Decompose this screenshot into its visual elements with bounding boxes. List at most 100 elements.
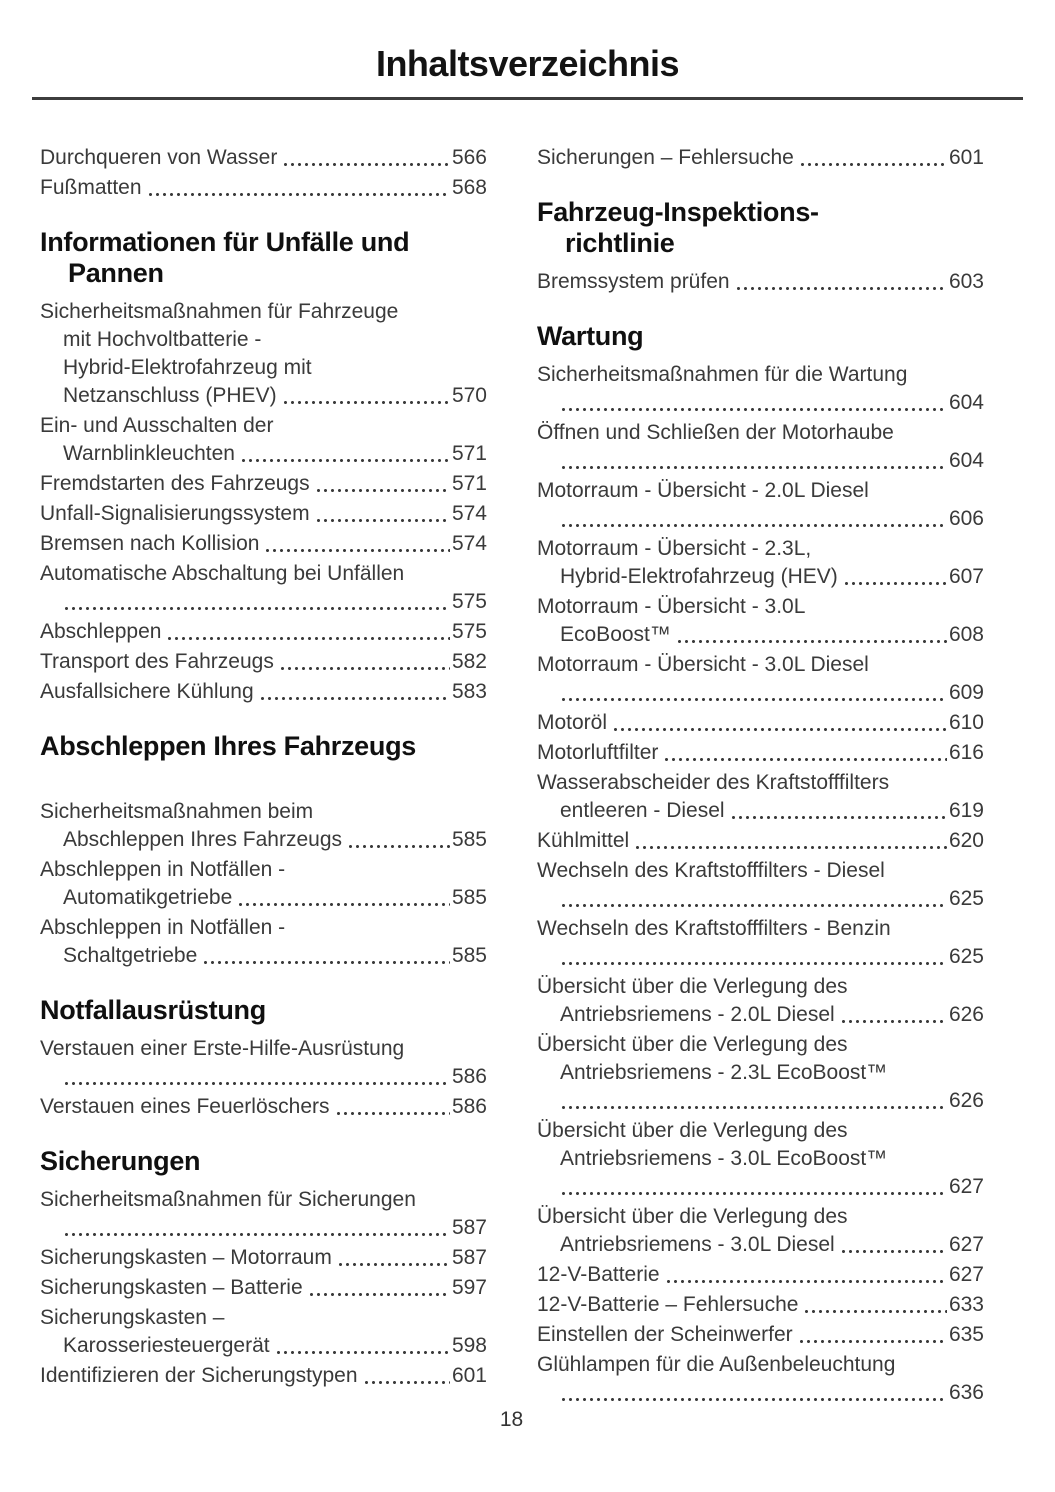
toc-entry-text: Wasserabscheider des Kraftstofffilters (537, 771, 890, 794)
dot-leader (239, 457, 450, 464)
toc-entry-text: Wechseln des Kraftstofffilters - Diesel (537, 859, 885, 882)
toc-entry-text: Sicherungskasten – Batterie (40, 1276, 303, 1299)
dot-leader (258, 695, 450, 702)
toc-entry-text: Motoröl (537, 711, 608, 734)
toc-entry: Motorraum - Übersicht - 3.0L Diesel 609 (537, 651, 984, 707)
toc-entry: Abschleppen 575 (40, 618, 487, 646)
toc-page-ref: 570 (451, 384, 487, 407)
toc-entry-text: Glühlampen für die Außenbeleuchtung (537, 1353, 896, 1376)
toc-page-ref: 582 (451, 650, 487, 673)
toc-entry: Sicherungskasten – Batterie 597 (40, 1274, 487, 1302)
toc-entry-leader-line: Abschleppen 575 (40, 618, 487, 646)
toc-entry: Kühlmittel 620 (537, 827, 984, 855)
toc-entry: Automatische Abschaltung bei Unfällen 575 (40, 560, 487, 616)
dot-leader (612, 726, 947, 733)
toc-entry-leader-line: 636 (537, 1379, 984, 1407)
toc-entry-leader-line: Ausfallsichere Kühlung 583 (40, 678, 487, 706)
toc-entry-text: Sicherheitsmaßnahmen für Fahrzeuge (40, 300, 399, 323)
toc-entry-text: EcoBoost™ (560, 623, 671, 646)
toc-page-ref: 608 (948, 623, 984, 646)
dot-leader (560, 406, 947, 413)
toc-entry-text: Bremssystem prüfen (537, 270, 730, 293)
dot-leader (664, 1278, 947, 1285)
toc-section-heading: Abschleppen Ihres Fahrzeugs (40, 731, 487, 762)
dot-leader (734, 285, 947, 292)
toc-entry: Abschleppen in Notfällen - Schaltgetriebe… (40, 914, 487, 970)
toc-entry-leader-line: 627 (537, 1173, 984, 1201)
toc-entry-text: Schaltgetriebe (63, 944, 198, 967)
toc-entry-text: Antriebsriemens - 3.0L EcoBoost™ (560, 1147, 888, 1170)
dot-leader (560, 1104, 947, 1111)
toc-page-ref: 636 (948, 1381, 984, 1404)
toc-page-ref: 566 (451, 146, 487, 169)
toc-entry-leader-line: Sicherungen – Fehlersuche 601 (537, 144, 984, 172)
toc-entry-text: Sicherheitsmaßnahmen beim (40, 800, 314, 823)
dot-leader (663, 756, 947, 763)
dot-leader (63, 1231, 450, 1238)
toc-columns: Durchqueren von Wasser 566 Fußmatten 568 Inf… (0, 142, 1055, 1409)
toc-entry-leader-line: 625 (537, 943, 984, 971)
toc-entry-text: Übersicht über die Verlegung des (537, 975, 848, 998)
toc-entry: Sicherungen – Fehlersuche 601 (537, 144, 984, 172)
toc-entry-leader-line: Sicherungskasten – Motorraum 587 (40, 1244, 487, 1272)
toc-page-ref: 604 (948, 449, 984, 472)
toc-page-ref: 597 (451, 1276, 487, 1299)
title-divider-rule (32, 97, 1023, 100)
toc-entry-leader-line: Transport des Fahrzeugs 582 (40, 648, 487, 676)
toc-entry-leader-line: 604 (537, 389, 984, 417)
toc-section-heading: Wartung (537, 321, 984, 352)
toc-entry-text: Identifizieren der Sicherungstypen (40, 1364, 358, 1387)
toc-page-ref: 625 (948, 887, 984, 910)
toc-entry-text: Hybrid-Elektrofahrzeug (HEV) (560, 565, 838, 588)
toc-heading-line: Pannen (68, 258, 164, 288)
toc-entry-text: Übersicht über die Verlegung des (537, 1205, 848, 1228)
toc-entry-text: Motorraum - Übersicht - 3.0L (537, 595, 806, 618)
toc-entry-leader-line: Einstellen der Scheinwerfer 635 (537, 1321, 984, 1349)
toc-entry-text: Kühlmittel (537, 829, 630, 852)
toc-entry: Bremsen nach Kollision 574 (40, 530, 487, 558)
dot-leader (634, 844, 947, 851)
toc-entry-leader-line: Verstauen eines Feuerlöschers 586 (40, 1093, 487, 1121)
toc-page-ref: 585 (451, 944, 487, 967)
toc-page-ref: 620 (948, 829, 984, 852)
toc-heading-line: Notfallausrüstung (40, 995, 266, 1025)
toc-entry-leader-line: Netzanschluss (PHEV) 570 (40, 382, 487, 410)
toc-entry-text: Sicherheitsmaßnahmen für die Wartung (537, 363, 908, 386)
toc-entry-leader-line: Abschleppen Ihres Fahrzeugs 585 (40, 826, 487, 854)
toc-entry: Einstellen der Scheinwerfer 635 (537, 1321, 984, 1349)
toc-entry-text: Übersicht über die Verlegung des (537, 1033, 848, 1056)
toc-entry: Sicherheitsmaßnahmen beim Abschleppen Ihr… (40, 798, 487, 854)
dot-leader (63, 1080, 450, 1087)
toc-entry-leader-line: Schaltgetriebe 585 (40, 942, 487, 970)
dot-leader (166, 635, 450, 642)
toc-page-ref: 587 (451, 1216, 487, 1239)
toc-entry-leader-line: Warnblinkleuchten 571 (40, 440, 487, 468)
toc-page-ref: 627 (948, 1263, 984, 1286)
toc-page-ref: 604 (948, 391, 984, 414)
toc-entry-text: Motorraum - Übersicht - 2.3L, (537, 537, 812, 560)
toc-entry: Motoröl 610 (537, 709, 984, 737)
toc-entry-leader-line: Motoröl 610 (537, 709, 984, 737)
toc-column-left: Durchqueren von Wasser 566 Fußmatten 568 Inf… (40, 142, 487, 1409)
toc-entry: Abschleppen in Notfällen - Automatikgetri… (40, 856, 487, 912)
dot-leader (63, 605, 450, 612)
toc-entry: Wechseln des Kraftstofffilters - Benzin 6… (537, 915, 984, 971)
toc-entry-leader-line: 606 (537, 505, 984, 533)
toc-entry-text: Karosseriesteuergerät (63, 1334, 270, 1357)
toc-entry-text: Abschleppen (40, 620, 162, 643)
toc-page-ref: 571 (451, 472, 487, 495)
toc-entry: Sicherheitsmaßnahmen für die Wartung 604 (537, 361, 984, 417)
dot-leader (729, 814, 947, 821)
toc-entry-text: Ein- und Ausschalten der (40, 414, 274, 437)
toc-entry-text: Warnblinkleuchten (63, 442, 235, 465)
dot-leader (560, 1190, 947, 1197)
toc-entry-leader-line: 12-V-Batterie – Fehlersuche 633 (537, 1291, 984, 1319)
toc-entry: Wechseln des Kraftstofffilters - Diesel 6… (537, 857, 984, 913)
toc-entry-leader-line: Unfall-Signalisierungssystem 574 (40, 500, 487, 528)
toc-entry: 12-V-Batterie – Fehlersuche 633 (537, 1291, 984, 1319)
toc-section-heading: Sicherungen (40, 1146, 487, 1177)
toc-entry: Übersicht über die Verlegung des Antriebs… (537, 1203, 984, 1259)
toc-page-ref: 635 (948, 1323, 984, 1346)
toc-entry-text: 12-V-Batterie – Fehlersuche (537, 1293, 799, 1316)
dot-leader (334, 1110, 450, 1117)
